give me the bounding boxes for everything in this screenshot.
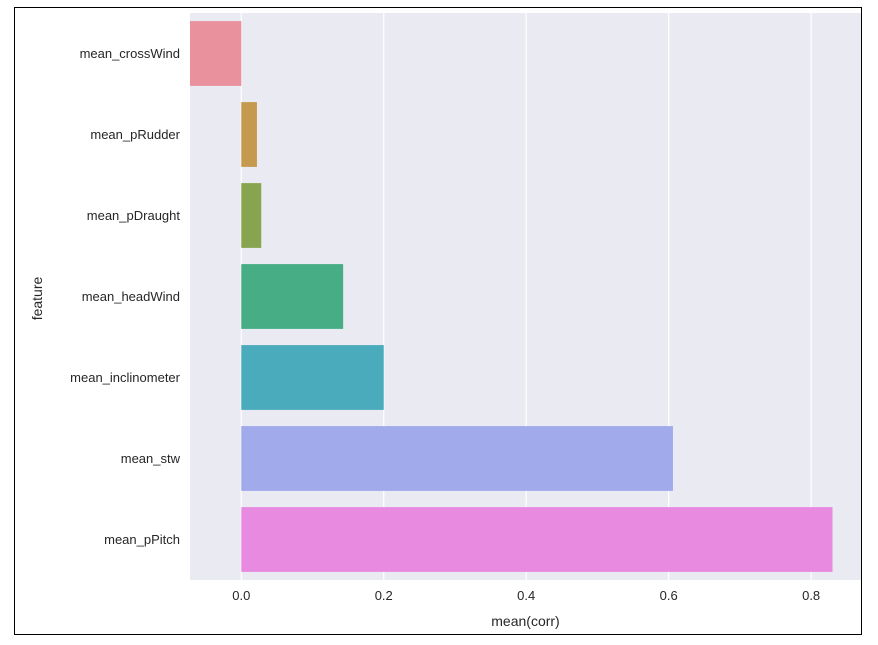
bar-5	[241, 426, 673, 491]
x-tick-label-1: 0.2	[375, 588, 393, 603]
x-tick-label-0: 0.0	[232, 588, 250, 603]
y-tick-label-1: mean_pRudder	[90, 127, 180, 142]
bar-4	[241, 345, 384, 410]
bar-3	[241, 264, 344, 329]
bars	[190, 21, 833, 572]
y-tick-label-5: mean_stw	[121, 451, 181, 466]
x-tick-labels: 0.0 0.2 0.4 0.6 0.8	[232, 588, 820, 603]
x-tick-label-3: 0.6	[660, 588, 678, 603]
y-tick-label-4: mean_inclinometer	[70, 370, 181, 385]
y-tick-label-3: mean_headWind	[82, 289, 180, 304]
y-tick-label-6: mean_pPitch	[104, 532, 180, 547]
bar-1	[241, 102, 257, 167]
bar-2	[241, 183, 262, 248]
x-tick-label-4: 0.8	[802, 588, 820, 603]
bar-0	[190, 21, 242, 86]
y-axis-title: feature	[29, 276, 45, 320]
bar-6	[241, 507, 833, 572]
x-axis-title: mean(corr)	[491, 613, 559, 629]
y-tick-label-2: mean_pDraught	[87, 208, 181, 223]
x-tick-label-2: 0.4	[517, 588, 535, 603]
y-tick-labels: mean_crossWind mean_pRudder mean_pDraughtm…	[70, 46, 181, 547]
y-tick-label-0: mean_crossWind	[80, 46, 180, 61]
